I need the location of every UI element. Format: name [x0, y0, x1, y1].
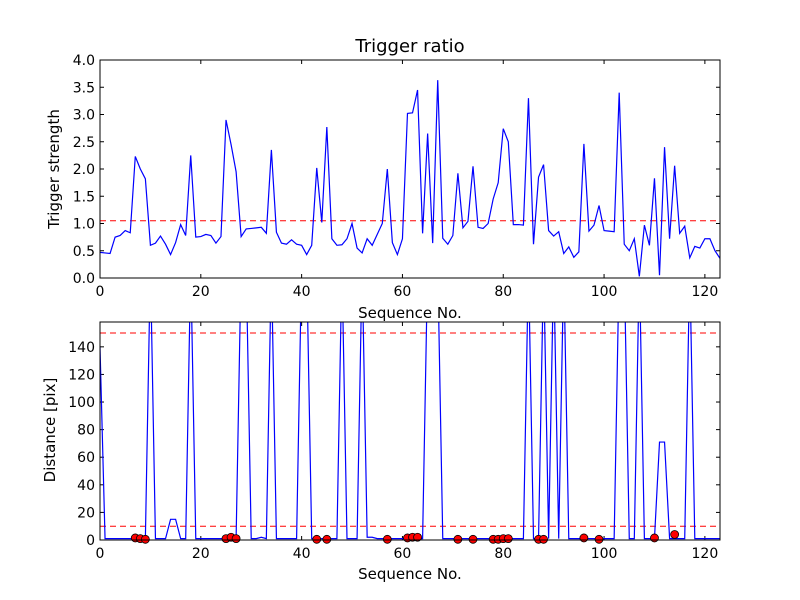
- bottom-point-marker: [539, 534, 548, 544]
- trigger-ratio-panel: Trigger ratio Sequence No. Trigger stren…: [45, 36, 721, 322]
- top-plot-area: [100, 80, 720, 277]
- top-y-tick-label: 3.0: [73, 108, 95, 124]
- bottom-point-marker: [413, 532, 422, 542]
- top-y-tick-label: 3.5: [73, 80, 95, 96]
- bottom-point-marker: [231, 534, 241, 544]
- bottom-ticks: 0 20 40 60 80 100 120 0 20 40 60 80 100 120 140: [68, 322, 720, 562]
- bottom-y-tick-label: 80: [77, 423, 95, 439]
- bottom-point-marker: [503, 534, 513, 544]
- top-x-tick-label: 0: [96, 284, 105, 300]
- bottom-y-tick-label: 140: [68, 340, 95, 356]
- top-y-tick-label: 0.5: [73, 244, 95, 260]
- top-x-tick-label: 60: [394, 284, 412, 300]
- top-plot-frame: [99, 59, 721, 279]
- top-x-tick-label: 120: [692, 284, 719, 300]
- bottom-point-marker: [312, 534, 322, 544]
- bottom-x-tick-label: 100: [591, 546, 618, 562]
- bottom-x-tick-label: 80: [494, 546, 512, 562]
- bottom-x-tick-label: 0: [96, 546, 105, 562]
- top-series-group: [100, 80, 720, 277]
- bottom-threshold-lines: [100, 332, 720, 527]
- top-y-tick-label: 4.0: [73, 53, 95, 69]
- top-x-axis-label: Sequence No.: [358, 304, 462, 322]
- top-y-axis-label: Trigger strength: [45, 109, 63, 230]
- bottom-y-tick-label: 40: [77, 478, 95, 494]
- top-ticks: 0 20 40 60 80 100 120 0.0 0.5 1.0 1.5 2.0 2.5 3.0 3.5 4…: [73, 53, 720, 300]
- bottom-x-tick-label: 60: [394, 546, 412, 562]
- top-y-tick-label: 1.0: [73, 217, 95, 233]
- top-chart-title: Trigger ratio: [354, 36, 464, 57]
- top-x-tick-label: 100: [591, 284, 618, 300]
- bottom-plot-frame: [99, 321, 721, 541]
- bottom-point-marker: [579, 533, 589, 543]
- bottom-x-tick-label: 40: [293, 546, 311, 562]
- bottom-series-group: [100, 322, 720, 544]
- bottom-y-tick-label: 120: [68, 367, 95, 383]
- top-y-tick-label: 1.5: [73, 189, 95, 205]
- bottom-x-axis-label: Sequence No.: [358, 565, 462, 583]
- top-y-tick-label: 0.0: [73, 271, 95, 287]
- bottom-point-marker: [140, 534, 150, 544]
- bottom-x-tick-label: 120: [692, 546, 719, 562]
- top-y-tick-label: 2.5: [73, 135, 95, 151]
- bottom-y-tick-label: 20: [77, 505, 95, 521]
- bottom-y-tick-label: 100: [68, 395, 95, 411]
- bottom-point-marker: [594, 534, 604, 544]
- top-x-tick-label: 80: [494, 284, 512, 300]
- bottom-point-marker: [382, 534, 392, 544]
- top-x-tick-label: 20: [192, 284, 210, 300]
- bottom-point-marker: [322, 534, 332, 544]
- distance-panel: Sequence No. Distance [pix] 0 20 40 60 80 100…: [41, 321, 721, 583]
- bottom-y-tick-label: 60: [77, 450, 95, 466]
- bottom-y-tick-label: 0: [86, 533, 95, 549]
- bottom-point-marker: [650, 533, 659, 543]
- bottom-y-axis-label: Distance [pix]: [41, 378, 59, 483]
- top-series-line: [100, 80, 720, 277]
- bottom-x-tick-label: 20: [192, 546, 210, 562]
- bottom-point-marker: [670, 530, 680, 539]
- bottom-point-marker: [468, 534, 478, 544]
- bottom-point-marker: [453, 534, 463, 544]
- top-x-tick-label: 40: [293, 284, 311, 300]
- top-y-tick-label: 2.0: [73, 162, 95, 178]
